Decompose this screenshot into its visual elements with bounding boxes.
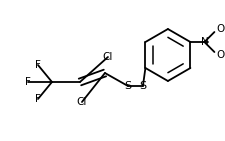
Text: O: O xyxy=(216,24,225,34)
Text: F: F xyxy=(25,77,31,87)
Text: S: S xyxy=(139,81,146,91)
Text: O: O xyxy=(216,50,225,60)
Text: F: F xyxy=(35,94,41,104)
Text: Cl: Cl xyxy=(77,97,87,107)
Text: Cl: Cl xyxy=(103,52,113,62)
Text: F: F xyxy=(35,60,41,70)
Text: N: N xyxy=(200,37,208,47)
Text: S: S xyxy=(124,81,131,91)
